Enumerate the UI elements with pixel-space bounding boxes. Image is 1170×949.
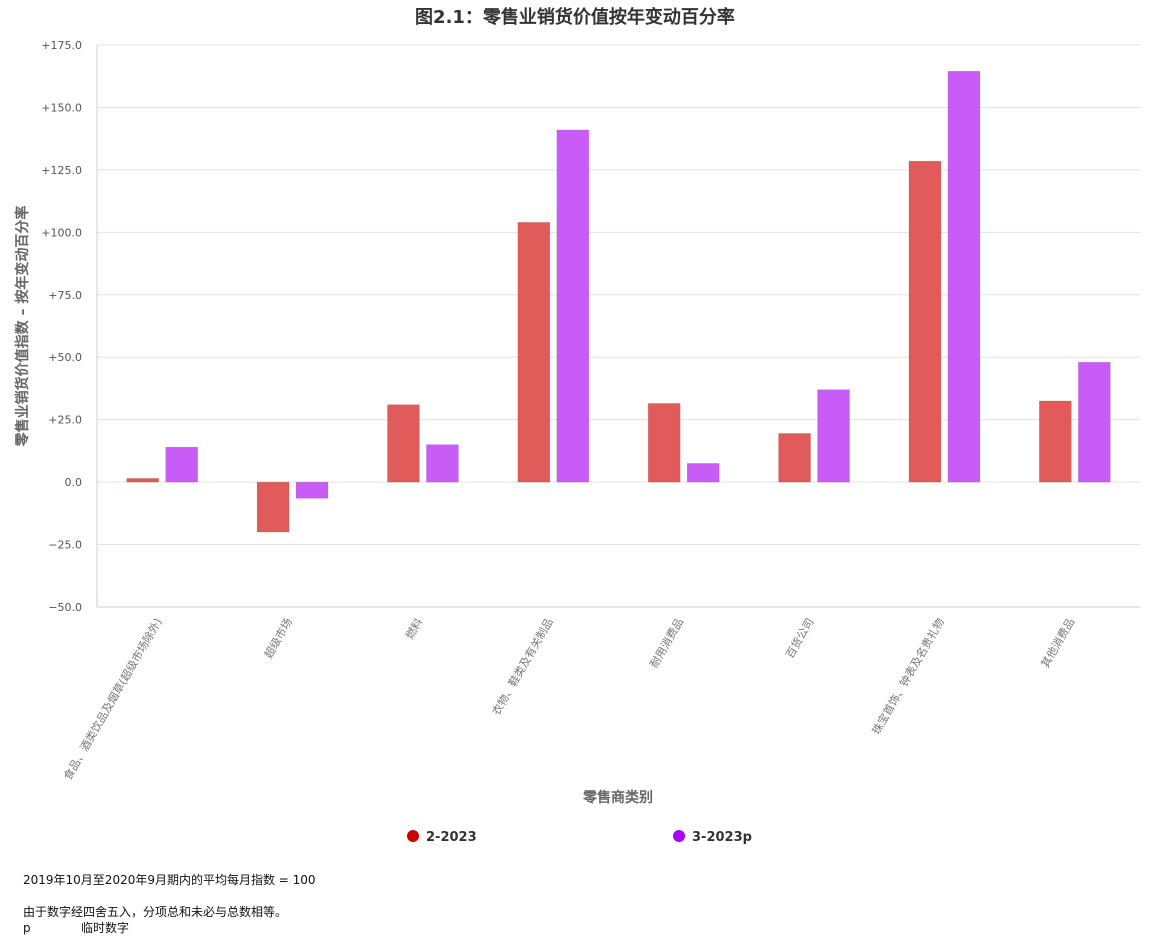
grid-lines [97, 44, 1140, 608]
legend-marker [407, 830, 419, 842]
y-tick-label: +150.0 [41, 101, 82, 114]
x-category-label: 耐用消费品 [647, 616, 687, 671]
axes [96, 45, 1140, 608]
bar-series-b [686, 463, 720, 483]
footnote-abbr-symbol: p [23, 921, 31, 935]
footnote-abbreviation: p 临时数字 [23, 920, 316, 936]
y-tick-label: 0.0 [65, 476, 83, 489]
footnote-base-period: 2019年10月至2020年9月期内的平均每月指数 = 100 [23, 873, 316, 887]
bar-series-a [517, 222, 551, 483]
legend: 2-2023 3-2023p [407, 830, 752, 845]
y-tick-label: +100.0 [41, 226, 82, 239]
bars [126, 70, 1111, 533]
x-category-labels: 食品、酒类饮品及烟草(超级市场除外) 超级市场 燃料 衣物、鞋类及有关制品 耐用消费品 百… [60, 616, 1077, 783]
bar-series-a [647, 403, 681, 483]
bar-series-a [387, 404, 420, 483]
bar-series-b [426, 444, 459, 483]
x-category-label: 衣物、鞋类及有关制品 [489, 616, 556, 718]
y-tick-label: +50.0 [48, 351, 82, 364]
bar-series-b [1078, 361, 1111, 483]
y-tick-labels: +175.0 +150.0 +125.0 +100.0 +75.0 +50.0 +25.0 0… [41, 39, 82, 614]
x-category-label: 珠宝首饰、钟表及名贵礼物 [869, 616, 947, 737]
bar-series-a [126, 478, 159, 483]
y-tick-label: +175.0 [41, 39, 82, 52]
chart-title: 图2.1：零售业销货价值按年变动百分率 [415, 6, 735, 28]
x-category-label: 食品、酒类饮品及烟草(超级市场除外) [60, 616, 164, 783]
x-axis-title: 零售商类别 [582, 789, 653, 806]
bar-series-a [1039, 400, 1072, 483]
y-tick-label: +75.0 [48, 289, 82, 302]
bar-series-a [778, 433, 811, 483]
legend-label: 3-2023p [692, 830, 752, 845]
x-category-label: 其他消费品 [1038, 616, 1078, 671]
legend-marker [673, 830, 685, 842]
footnote-rounding: 由于数字经四舍五入，分项总和未必与总数相等。 [23, 905, 288, 919]
bar-series-a [256, 481, 290, 533]
bar-series-b [817, 389, 850, 483]
x-category-label: 超级市场 [261, 616, 295, 661]
x-category-label: 燃料 [402, 616, 425, 642]
footnotes: 2019年10月至2020年9月期内的平均每月指数 = 100 由于数字经四舍五… [23, 872, 316, 936]
y-axis-title: 零售业销货价值指数 – 按年变动百分率 [14, 206, 31, 448]
bar-series-b [556, 129, 590, 483]
footnote-abbr-text: 临时数字 [81, 921, 130, 935]
y-tick-label: +25.0 [48, 414, 82, 427]
y-tick-label: −25.0 [48, 539, 82, 552]
x-category-label: 百货公司 [783, 616, 817, 661]
y-tick-label: −50.0 [48, 601, 82, 614]
bar-series-b [947, 70, 981, 483]
bar-series-b [295, 481, 329, 499]
y-tick-label: +125.0 [41, 164, 82, 177]
legend-label: 2-2023 [426, 830, 477, 845]
bar-series-a [908, 160, 942, 483]
bar-series-b [165, 446, 198, 483]
